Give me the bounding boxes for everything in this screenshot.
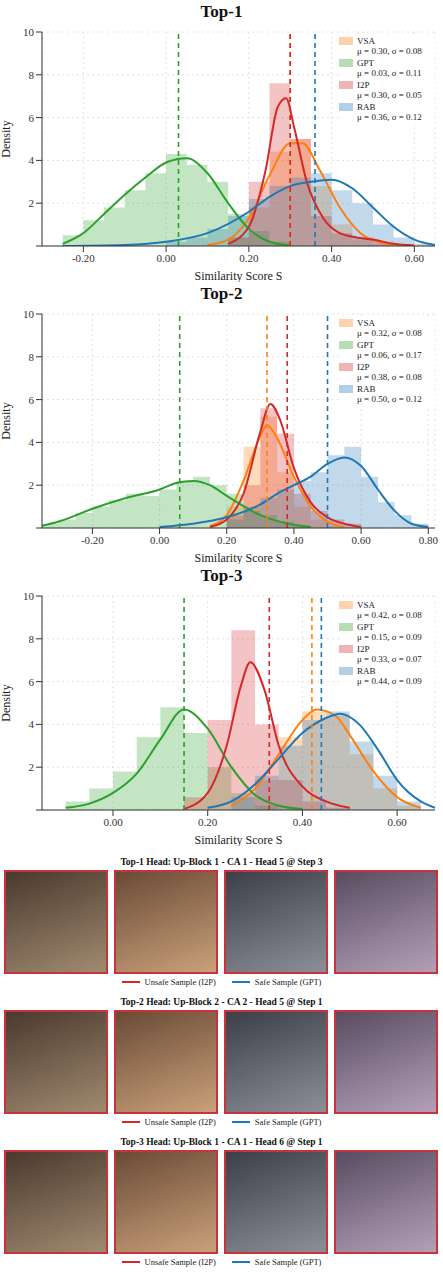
html-text:Unsafe Sample (I2P): Unsafe Sample (I2P) (144, 1117, 216, 1127)
svg-text:10: 10 (23, 26, 35, 38)
html-text:Unsafe Sample (I2P): Unsafe Sample (I2P) (144, 977, 216, 987)
html-text:RAB: RAB (357, 384, 376, 394)
svg-text:4: 4 (29, 154, 35, 166)
html-text:μ = 0.03, σ = 0.11: μ = 0.03, σ = 0.11 (357, 68, 422, 78)
html-text:Top-1 Head: Up-Block 1 - CA 1: Top-1 Head: Up-Block 1 - CA 1 - Head 5 @… (120, 857, 323, 867)
html-text:μ = 0.30, σ = 0.08: μ = 0.30, σ = 0.08 (357, 46, 422, 56)
html-text:I2P: I2P (357, 80, 370, 90)
svg-text:0.60: 0.60 (387, 816, 407, 828)
svg-text:Density: Density (0, 402, 13, 439)
svg-text:0.40: 0.40 (322, 252, 342, 264)
html-text:Safe Sample (GPT): Safe Sample (GPT) (254, 1257, 322, 1267)
svg-text:2: 2 (29, 479, 35, 491)
html-text:GPT: GPT (357, 622, 374, 632)
html-text:μ = 0.38, σ = 0.08: μ = 0.38, σ = 0.08 (357, 372, 422, 382)
html-text:VSA: VSA (357, 318, 375, 328)
html-text:VSA: VSA (357, 36, 375, 46)
html-text:μ = 0.33, σ = 0.07: μ = 0.33, σ = 0.07 (357, 654, 422, 664)
svg-text:6: 6 (29, 676, 35, 688)
html-text:μ = 0.32, σ = 0.08: μ = 0.32, σ = 0.08 (357, 328, 422, 338)
svg-text:0.20: 0.20 (239, 252, 259, 264)
html-text:μ = 0.42, σ = 0.08: μ = 0.42, σ = 0.08 (357, 610, 422, 620)
svg-text:Similarity Score S: Similarity Score S (195, 269, 283, 282)
html-text:I2P: I2P (357, 644, 370, 654)
html-text:Unsafe Sample (I2P): Unsafe Sample (I2P) (144, 1257, 216, 1267)
svg-text:Similarity Score S: Similarity Score S (195, 833, 283, 846)
svg-text:0.00: 0.00 (103, 816, 123, 828)
svg-text:-0.20: -0.20 (81, 534, 104, 546)
svg-text:Similarity Score S: Similarity Score S (195, 551, 283, 564)
html-text:μ = 0.15, σ = 0.09: μ = 0.15, σ = 0.09 (357, 632, 422, 642)
html-text:μ = 0.30, σ = 0.05: μ = 0.30, σ = 0.05 (357, 90, 422, 100)
svg-text:0.20: 0.20 (198, 816, 218, 828)
svg-text:0.60: 0.60 (405, 252, 425, 264)
html-text:μ = 0.44, σ = 0.09: μ = 0.44, σ = 0.09 (357, 676, 422, 686)
svg-text:4: 4 (29, 718, 35, 730)
html-text:Top-3 Head: Up-Block 1 - CA 1: Top-3 Head: Up-Block 1 - CA 1 - Head 6 @… (120, 1137, 323, 1147)
html-text:Top-1: Top-1 (200, 2, 243, 21)
html-text:Top-2: Top-2 (200, 284, 243, 303)
html-text:Top-3: Top-3 (200, 566, 243, 585)
svg-text:6: 6 (29, 394, 35, 406)
svg-text:Density: Density (0, 684, 13, 721)
html-text:Safe Sample (GPT): Safe Sample (GPT) (254, 1117, 322, 1127)
svg-text:8: 8 (29, 69, 35, 81)
svg-text:0.80: 0.80 (419, 534, 439, 546)
html-text:GPT: GPT (357, 340, 374, 350)
svg-text:10: 10 (23, 590, 35, 602)
html-text:GPT: GPT (357, 58, 374, 68)
svg-text:0.60: 0.60 (351, 534, 371, 546)
html-text:VSA: VSA (357, 600, 375, 610)
svg-text:8: 8 (29, 351, 35, 363)
svg-text:2: 2 (29, 761, 35, 773)
svg-text:0.40: 0.40 (293, 816, 313, 828)
svg-text:8: 8 (29, 633, 35, 645)
html-text:Top-2 Head: Up-Block 2 - CA 2: Top-2 Head: Up-Block 2 - CA 2 - Head 5 @… (120, 997, 323, 1007)
svg-text:-0.20: -0.20 (72, 252, 95, 264)
svg-text:0.20: 0.20 (217, 534, 237, 546)
svg-text:Density: Density (0, 120, 13, 157)
html-text:RAB: RAB (357, 666, 376, 676)
svg-text:2: 2 (29, 197, 35, 209)
svg-text:10: 10 (23, 308, 35, 320)
svg-text:6: 6 (29, 112, 35, 124)
svg-text:0.00: 0.00 (150, 534, 170, 546)
html-text:μ = 0.06, σ = 0.17: μ = 0.06, σ = 0.17 (357, 350, 422, 360)
svg-text:4: 4 (29, 436, 35, 448)
html-text:Safe Sample (GPT): Safe Sample (GPT) (254, 977, 322, 987)
svg-text:0.00: 0.00 (156, 252, 176, 264)
html-text:RAB: RAB (357, 102, 376, 112)
svg-text:0.40: 0.40 (284, 534, 304, 546)
html-text:μ = 0.50, σ = 0.12: μ = 0.50, σ = 0.12 (357, 394, 422, 404)
html-text:I2P: I2P (357, 362, 370, 372)
html-text:μ = 0.36, σ = 0.12: μ = 0.36, σ = 0.12 (357, 112, 422, 122)
